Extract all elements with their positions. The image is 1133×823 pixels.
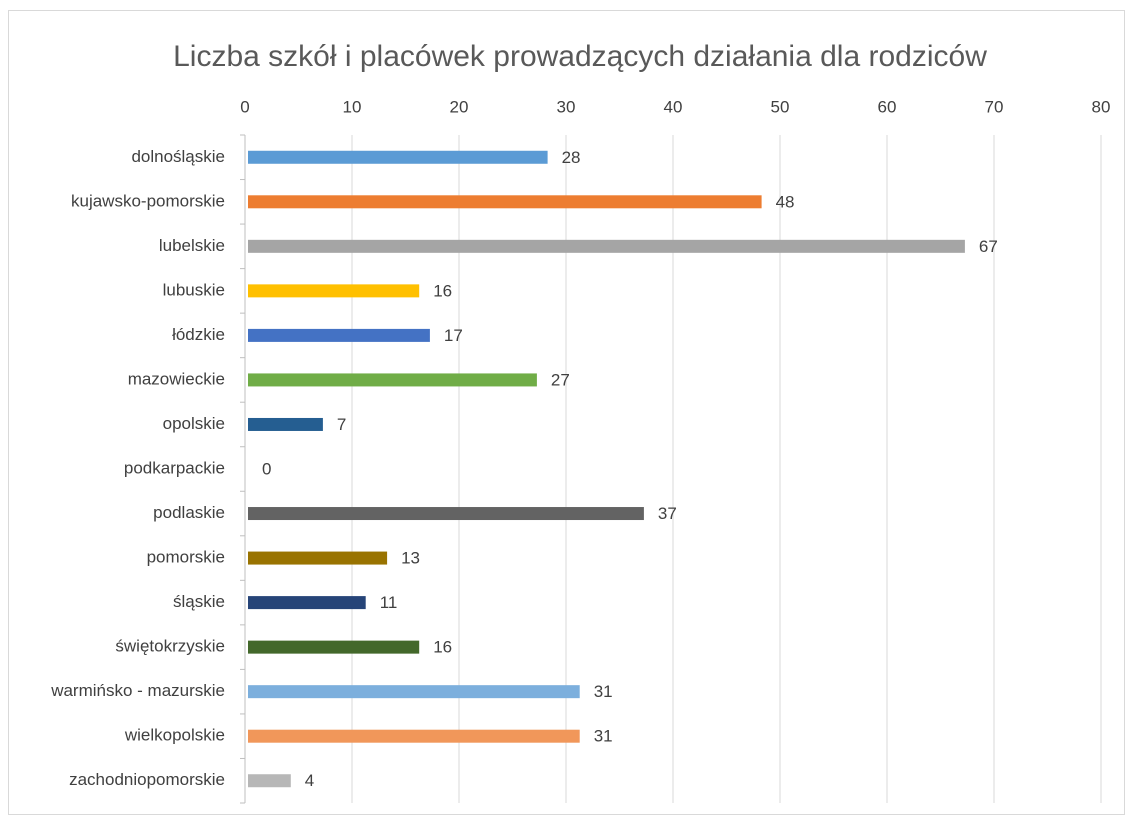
bar — [248, 774, 291, 788]
y-tick-label: mazowieckie — [128, 369, 225, 388]
y-tick-label: śląskie — [173, 592, 225, 611]
bar — [248, 507, 644, 521]
data-label: 0 — [262, 459, 271, 478]
x-tick-label: 30 — [557, 97, 576, 116]
data-label: 17 — [444, 326, 463, 345]
data-label: 7 — [337, 415, 346, 434]
y-tick-label: podlaskie — [153, 503, 225, 522]
x-tick-label: 20 — [450, 97, 469, 116]
y-tick-label: zachodniopomorskie — [69, 770, 225, 789]
bar — [248, 729, 580, 743]
bar — [248, 373, 537, 387]
x-tick-label: 10 — [343, 97, 362, 116]
y-tick-label: świętokrzyskie — [115, 637, 225, 656]
bar — [248, 417, 323, 431]
chart-title: Liczba szkół i placówek prowadzących dzi… — [173, 40, 987, 73]
x-tick-label: 40 — [664, 97, 683, 116]
y-tick-label: pomorskie — [147, 548, 225, 567]
data-label: 31 — [594, 727, 613, 746]
data-label: 16 — [433, 281, 452, 300]
data-label: 28 — [562, 148, 581, 167]
y-tick-label: kujawsko-pomorskie — [71, 191, 225, 210]
x-tick-label: 0 — [240, 97, 249, 116]
x-tick-label: 60 — [878, 97, 897, 116]
data-label: 48 — [776, 192, 795, 211]
bar — [248, 685, 580, 699]
bar — [248, 328, 430, 342]
y-tick-label: podkarpackie — [124, 458, 225, 477]
data-label: 16 — [433, 638, 452, 657]
y-tick-label: dolnośląskie — [131, 147, 225, 166]
y-tick-label: łódzkie — [172, 325, 225, 344]
data-label: 11 — [380, 593, 398, 612]
x-tick-label: 70 — [985, 97, 1004, 116]
data-label: 13 — [401, 549, 420, 568]
data-label: 31 — [594, 682, 613, 701]
x-tick-label: 80 — [1092, 97, 1111, 116]
bar — [248, 239, 965, 253]
bar — [248, 640, 420, 654]
data-label: 67 — [979, 237, 998, 256]
data-label: 37 — [658, 504, 677, 523]
y-tick-label: warmińsko - mazurskie — [50, 681, 225, 700]
bar — [248, 596, 366, 610]
bar — [248, 150, 548, 164]
y-tick-label: lubelskie — [159, 236, 225, 255]
y-tick-label: wielkopolskie — [124, 726, 225, 745]
data-label: 27 — [551, 370, 570, 389]
bar — [248, 284, 420, 298]
bar — [248, 195, 762, 209]
y-tick-label: opolskie — [163, 414, 225, 433]
x-tick-label: 50 — [771, 97, 790, 116]
data-label: 4 — [305, 771, 314, 790]
bar — [248, 551, 388, 565]
y-tick-label: lubuskie — [163, 280, 225, 299]
